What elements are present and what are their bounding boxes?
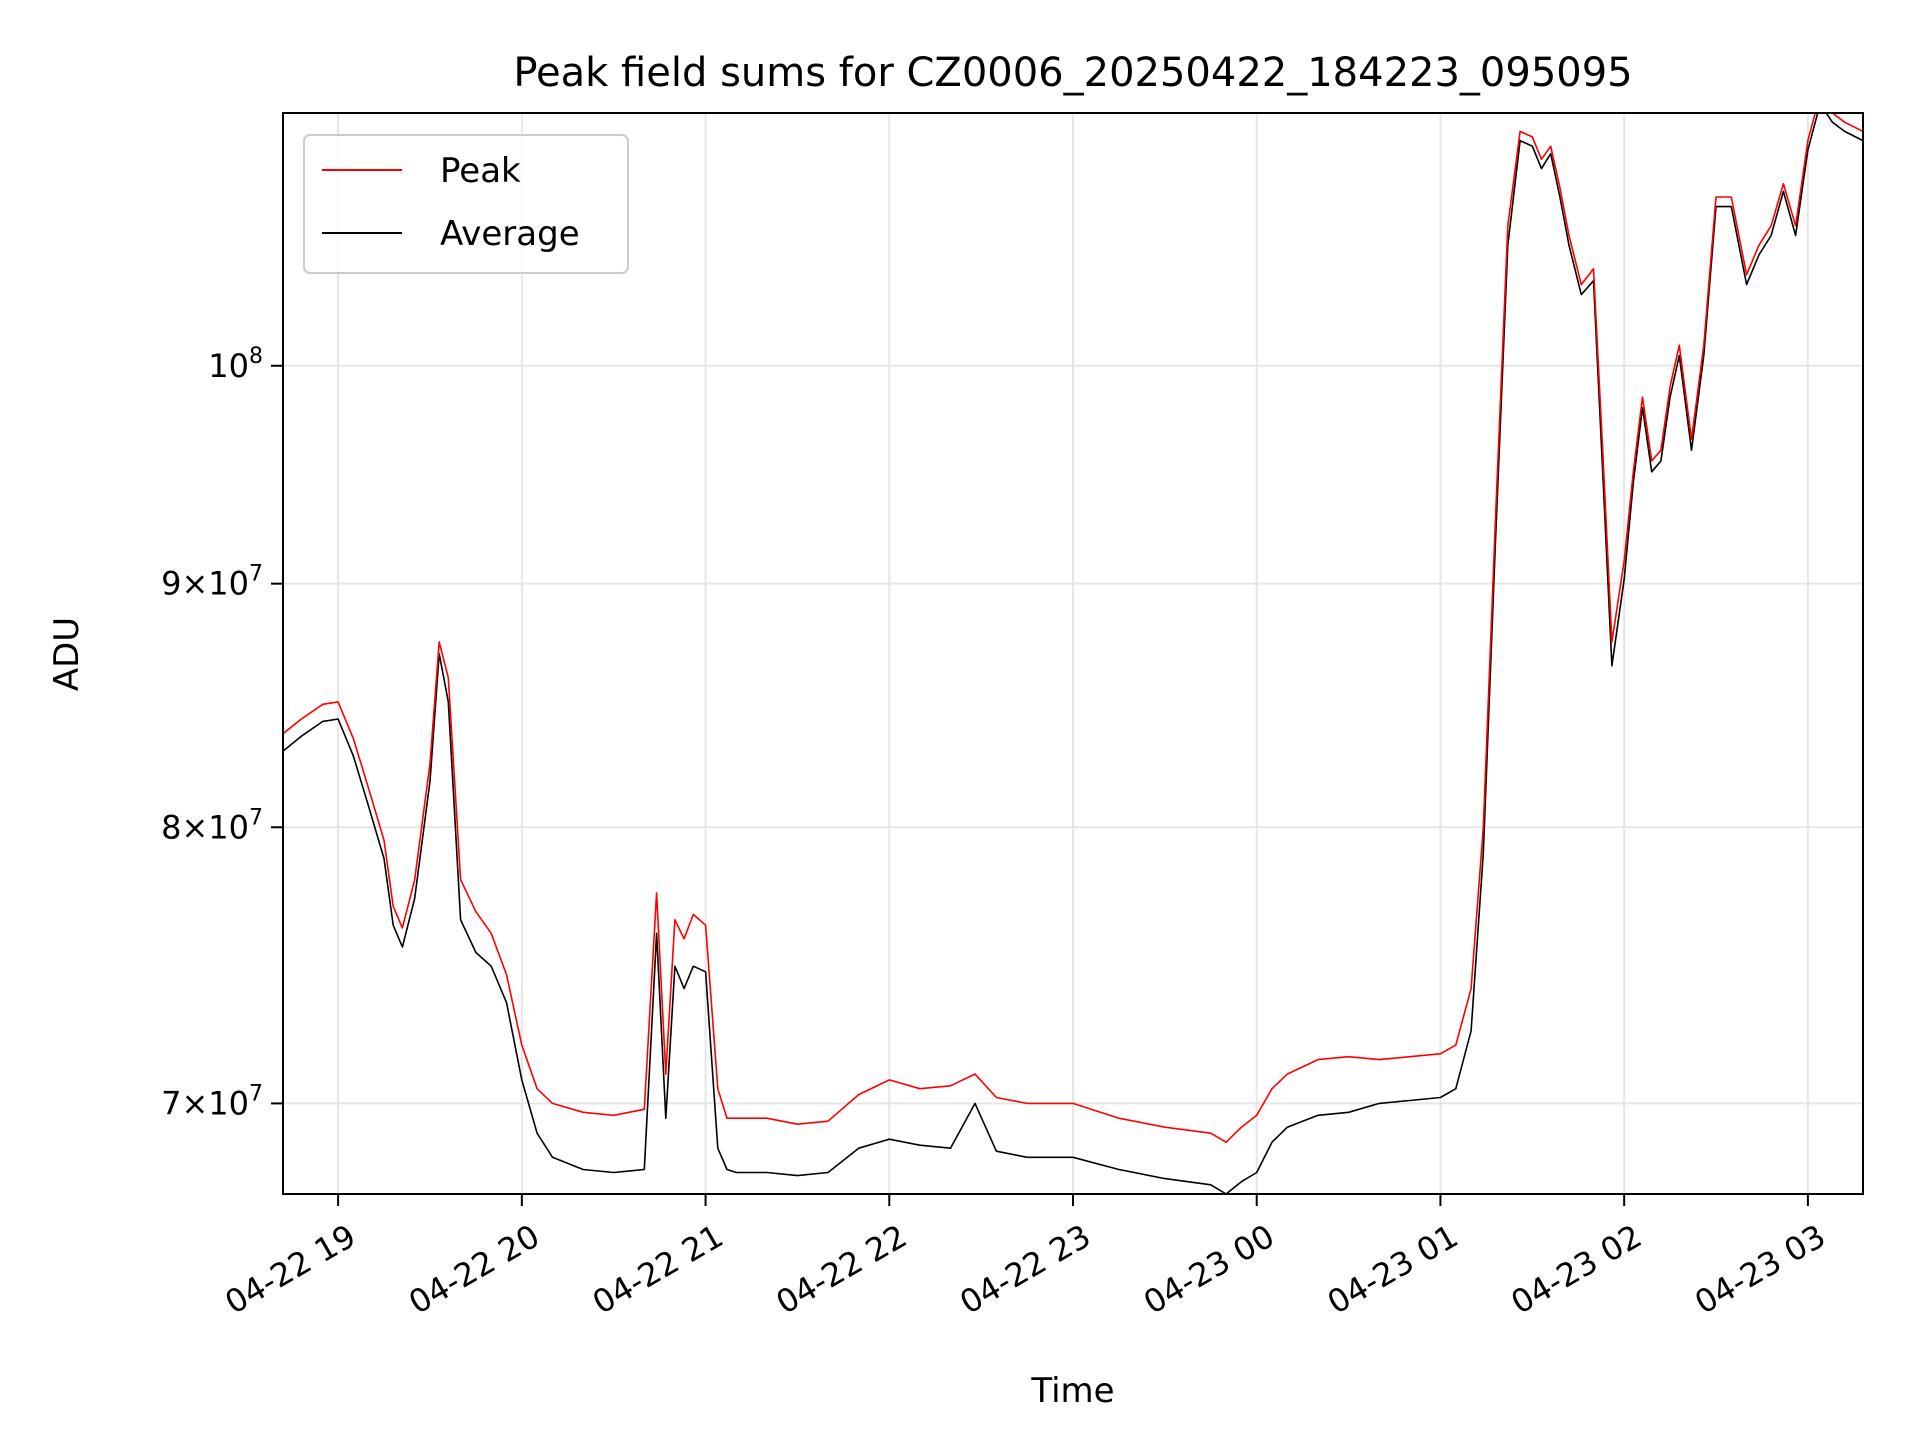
y-tick-label: 8×107	[161, 805, 263, 846]
y-tick-label: 7×107	[161, 1081, 263, 1122]
series-line-average	[283, 113, 1863, 1194]
legend: Peak Average	[303, 134, 629, 274]
chart-title: Peak field sums for CZ0006_20250422_1842…	[513, 50, 1632, 96]
legend-label-peak: Peak	[440, 151, 521, 191]
y-tick-label: 9×107	[161, 562, 263, 603]
legend-label-average: Average	[440, 214, 580, 254]
y-tick-label: 108	[208, 344, 263, 385]
series-layer	[283, 113, 1863, 1194]
series-line-peak	[283, 113, 1863, 1143]
y-axis-label: ADU	[47, 617, 87, 691]
x-axis-label: Time	[1030, 1371, 1114, 1411]
